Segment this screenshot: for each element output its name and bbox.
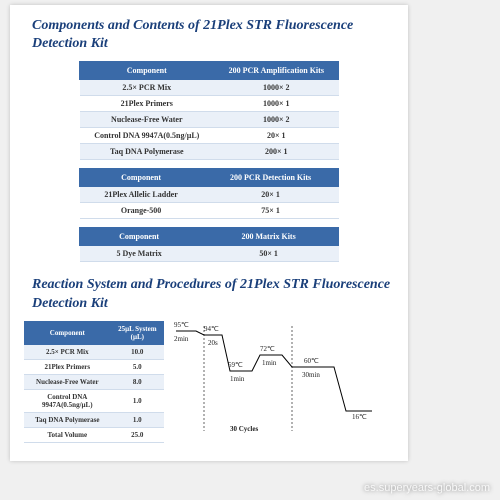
step-time: 1min <box>230 375 244 383</box>
cell: 5 Dye Matrix <box>80 246 199 262</box>
cell: Taq DNA Polymerase <box>80 144 215 160</box>
cell: Control DNA 9947A(0.5ng/µL) <box>24 389 111 412</box>
cell: 200× 1 <box>214 144 338 160</box>
cell: 1000× 2 <box>214 112 338 128</box>
cell: 50× 1 <box>199 246 339 262</box>
cell: 1.0 <box>111 389 164 412</box>
step-temp: 59℃ <box>228 361 243 369</box>
cell: Control DNA 9947A(0.5ng/µL) <box>80 128 215 144</box>
step-temp: 72℃ <box>260 345 275 353</box>
reaction-system-table: Component 25µL System (µL) 2.5× PCR Mix1… <box>24 321 164 443</box>
step-temp: 60℃ <box>304 357 319 365</box>
cell: Orange-500 <box>80 203 203 219</box>
cell: Nuclease-Free Water <box>80 112 215 128</box>
cell: 21Plex Primers <box>80 96 215 112</box>
step-temp: 16℃ <box>352 413 367 421</box>
step-time: 30min <box>302 371 320 379</box>
col-header: 25µL System (µL) <box>111 321 164 345</box>
step-temp: 94℃ <box>204 325 219 333</box>
cell: 2.5× PCR Mix <box>24 345 111 360</box>
cell: Nuclease-Free Water <box>24 374 111 389</box>
cell: Total Volume <box>24 427 111 442</box>
col-header: Component <box>80 228 199 246</box>
col-header: Component <box>24 321 111 345</box>
col-header: 200 Matrix Kits <box>199 228 339 246</box>
pcr-profile-svg <box>174 321 374 441</box>
cell: 1000× 2 <box>214 80 338 96</box>
watermark-text: es.superyears-global.com <box>364 482 490 494</box>
pcr-thermal-diagram: 95℃ 2min 94℃ 20s 59℃ 1min 72℃ 1min 60℃ 3… <box>174 321 374 451</box>
cell: 25.0 <box>111 427 164 442</box>
cell: 8.0 <box>111 374 164 389</box>
matrix-table: Component 200 Matrix Kits 5 Dye Matrix50… <box>79 227 339 262</box>
cell: 20× 1 <box>203 187 339 203</box>
col-header: 200 PCR Amplification Kits <box>214 62 338 80</box>
amplification-table: Component 200 PCR Amplification Kits 2.5… <box>79 61 339 160</box>
cell: 1.0 <box>111 412 164 427</box>
pcr-curve <box>176 331 372 411</box>
cell: 20× 1 <box>214 128 338 144</box>
step-time: 2min <box>174 335 188 343</box>
cell: 21Plex Allelic Ladder <box>80 187 203 203</box>
step-temp: 95℃ <box>174 321 189 329</box>
cycles-label: 30 Cycles <box>230 425 258 433</box>
document-page: Components and Contents of 21Plex STR Fl… <box>10 5 408 461</box>
cell: 75× 1 <box>203 203 339 219</box>
cell: 1000× 1 <box>214 96 338 112</box>
section-title-1: Components and Contents of 21Plex STR Fl… <box>32 17 394 53</box>
cell: 21Plex Primers <box>24 359 111 374</box>
cell: Taq DNA Polymerase <box>24 412 111 427</box>
cell: 10.0 <box>111 345 164 360</box>
step-time: 20s <box>208 339 218 347</box>
cell: 2.5× PCR Mix <box>80 80 215 96</box>
step-time: 1min <box>262 359 276 367</box>
section-title-2: Reaction System and Procedures of 21Plex… <box>32 276 394 312</box>
detection-table: Component 200 PCR Detection Kits 21Plex … <box>79 168 339 219</box>
col-header: 200 PCR Detection Kits <box>203 169 339 187</box>
cell: 5.0 <box>111 359 164 374</box>
col-header: Component <box>80 62 215 80</box>
col-header: Component <box>80 169 203 187</box>
